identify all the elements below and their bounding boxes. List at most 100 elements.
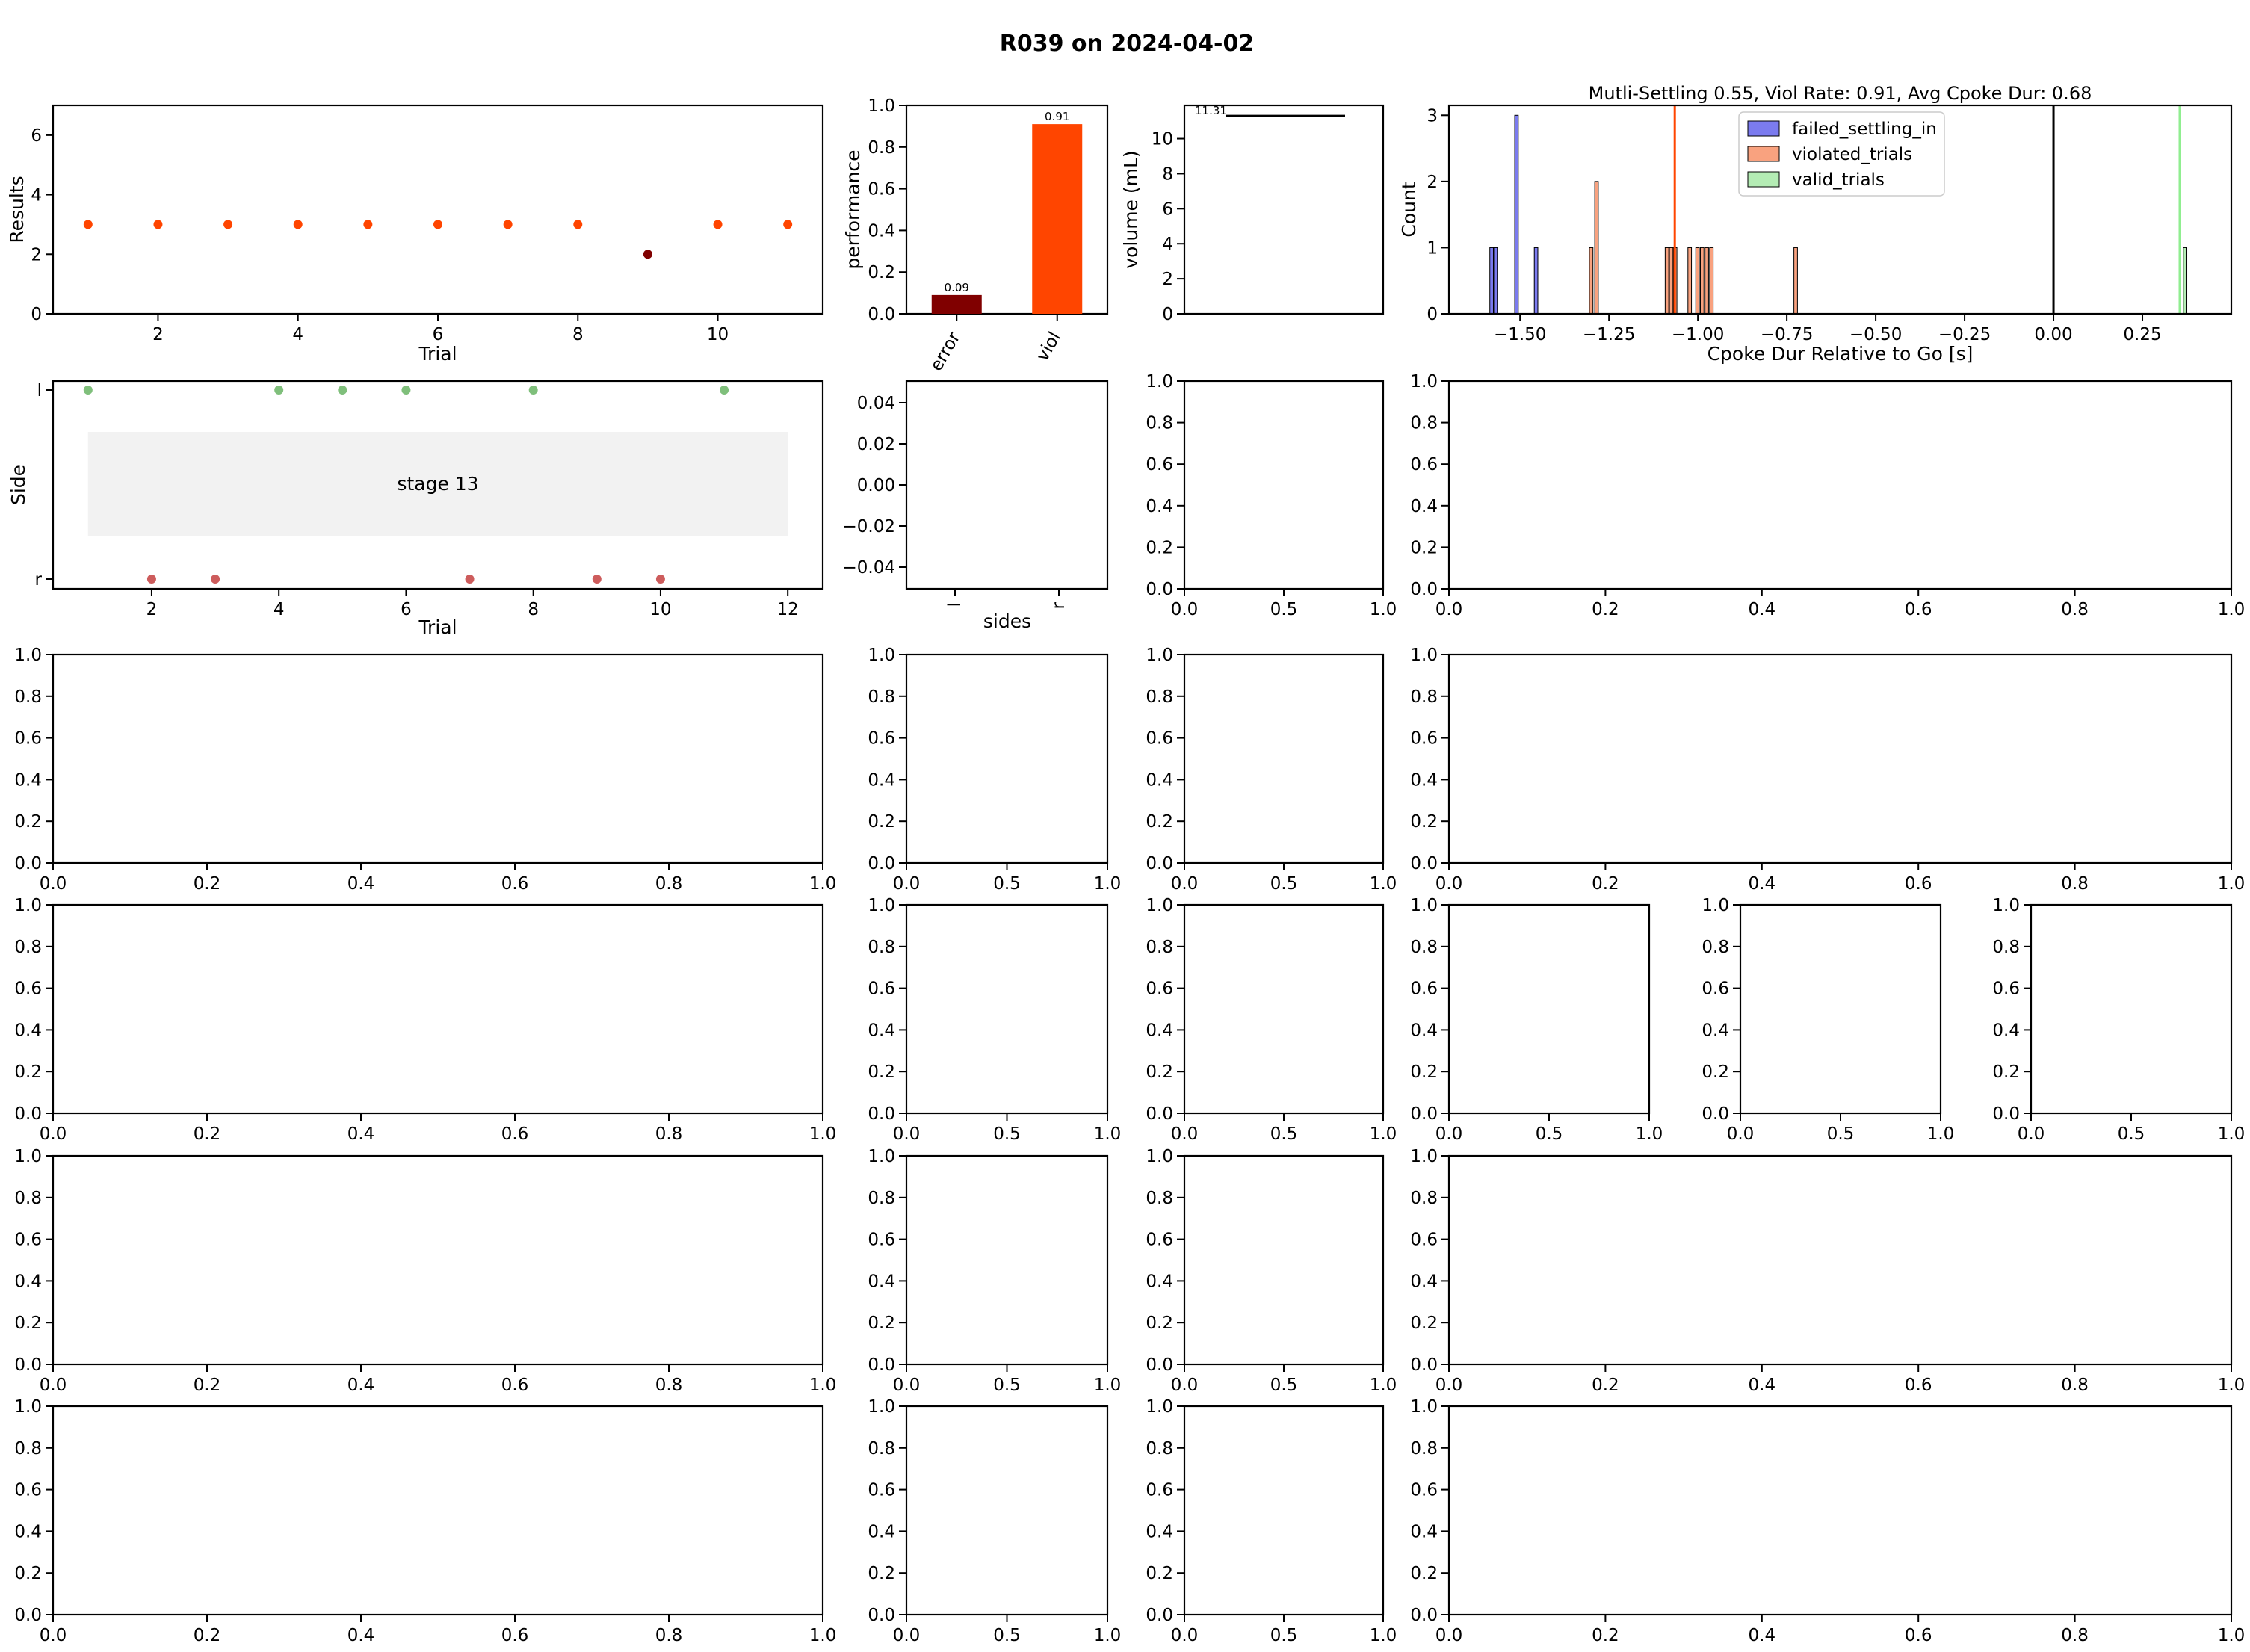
x-tick-label: 0.0 [1435, 1376, 1463, 1395]
result-point [433, 220, 442, 229]
y-tick-label: 0.2 [868, 1564, 895, 1583]
y-tick-label: 0.4 [1410, 1272, 1438, 1291]
y-tick-label: 0.2 [1410, 1564, 1438, 1583]
axes-frame [1447, 104, 2233, 315]
x-tick-label: −0.25 [1938, 325, 1991, 344]
y-tick-label: 0.4 [1992, 1021, 2020, 1040]
y-tick-label: 1.0 [1146, 372, 1173, 392]
y-tick-label: 4 [31, 186, 42, 205]
x-tick-label: 0.8 [2061, 600, 2089, 619]
y-tick-label: r [35, 570, 43, 590]
x-tick-label: 0.2 [194, 1376, 221, 1395]
stage-box [87, 432, 788, 536]
axes-frame [1447, 1154, 2233, 1366]
x-tick-label: 1.0 [809, 874, 837, 894]
x-tick-label: 0.0 [1171, 1124, 1199, 1144]
y-tick-label: 0.6 [1410, 729, 1438, 749]
y-tick-label: 0.0 [868, 1606, 895, 1625]
x-tick-label: 0.5 [1270, 600, 1298, 619]
y-tick-label: 0.4 [868, 221, 895, 241]
y-tick-label: 0.0 [1410, 854, 1438, 873]
y-tick-label: 0.8 [1410, 938, 1438, 957]
y-tick-label: 0.2 [14, 1314, 42, 1333]
x-tick-label: 0.2 [194, 1124, 221, 1144]
x-axis-label: Cpoke Dur Relative to Go [s] [1707, 343, 1974, 365]
y-tick-label: 1.0 [1146, 1397, 1173, 1417]
x-axis-label: Trial [418, 343, 457, 365]
x-tick-label: 0.8 [2061, 1626, 2089, 1645]
y-tick-label: 0.0 [868, 1104, 895, 1124]
legend-label: violated_trials [1792, 145, 1912, 164]
y-tick-label: 2 [1162, 270, 1173, 289]
x-tick-label: 0.0 [1171, 600, 1199, 619]
empty-axes: 0.0 0.2 0.4 0.6 0.8 1.0 0.0 0.2 0.4 0.6 0.8 1.0 [14, 1397, 836, 1645]
x-tick-label: 0.4 [347, 1376, 375, 1395]
plots: 2 4 6 8 100246TrialResults0.00.20.40.60.81.0… [6, 83, 2245, 1645]
y-axis-label: Results [6, 176, 28, 243]
y-tick-label: 0.8 [14, 687, 42, 707]
y-tick-label: 0.0 [868, 305, 895, 324]
y-tick-label: 0.2 [14, 1564, 42, 1583]
x-axis-label: Trial [418, 616, 457, 638]
side-point-l [338, 386, 347, 395]
side-point-l [401, 386, 411, 395]
x-tick-label: 2 [152, 325, 164, 344]
cpoke-chart: −1.50 −1.25 −1.00 −0.75 −0.50 −0.25 0.00 0.25 0 1… [1398, 83, 2233, 365]
x-tick-label: 1.0 [1094, 874, 1122, 894]
y-tick-label: 0.4 [14, 770, 42, 790]
empty-axes: 0.0 0.2 0.4 0.6 0.8 1.0 0.0 0.2 0.4 0.6 0.8 1.0 [1410, 1147, 2245, 1395]
y-tick-label: 1.0 [14, 646, 42, 665]
y-tick-label: 0.6 [1410, 980, 1438, 999]
empty-axes: 0.0 0.2 0.4 0.6 0.8 1.0 0.0 0.5 1.0 [1410, 896, 1663, 1144]
performance-bar-error [931, 294, 982, 314]
y-tick-label: 0.8 [1410, 1439, 1438, 1458]
x-tick-label: 1.0 [1094, 1376, 1122, 1395]
y-tick-label: 0.6 [868, 729, 895, 749]
hist-bar-failed_settling_in [1533, 247, 1539, 315]
y-tick-label: 0.02 [857, 435, 895, 454]
stage-label: stage 13 [397, 473, 478, 495]
y-tick-label: 8 [1162, 164, 1173, 184]
x-tick-label: −1.25 [1583, 325, 1635, 344]
y-tick-label: 0.2 [1146, 1314, 1173, 1333]
performance-chart: 0.00.20.40.60.81.0performance0.09error0.… [842, 96, 1109, 374]
y-tick-label: 0.6 [1992, 980, 2020, 999]
legend-box [1738, 111, 1945, 197]
empty-axes: 0.0 0.2 0.4 0.6 0.8 1.0 0.0 0.5 1.0 [868, 646, 1121, 894]
x-tick-label: 1.0 [2218, 1376, 2246, 1395]
x-tick-label: 1.0 [1094, 1124, 1122, 1144]
empty-axes: 0.0 0.2 0.4 0.6 0.8 1.0 0.0 0.5 1.0 [1702, 896, 1954, 1144]
axes-frame [1447, 653, 2233, 864]
result-point [83, 220, 93, 229]
y-axis-label: Side [7, 465, 29, 505]
y-tick-label: 0.8 [14, 938, 42, 957]
y-tick-label: 0.6 [868, 1231, 895, 1250]
side-point-r [146, 575, 156, 584]
x-tick-label: 1.0 [2218, 1124, 2246, 1144]
y-tick-label: 3 [1427, 106, 1438, 126]
y-tick-label: 1.0 [868, 646, 895, 665]
side-point-l [528, 386, 538, 395]
x-axis-label: sides [983, 610, 1031, 632]
y-tick-label: 1.0 [14, 1147, 42, 1166]
y-tick-label: 1.0 [1410, 646, 1438, 665]
y-tick-label: 0.0 [1146, 854, 1173, 873]
x-tick-label: 1.0 [1370, 1626, 1397, 1645]
result-point [223, 220, 233, 229]
x-tick-label: 0.2 [1592, 1376, 1619, 1395]
axes-frame [905, 104, 1109, 315]
hist-bar-failed_settling_in [1489, 247, 1494, 315]
x-tick-label: 0.0 [1171, 1376, 1199, 1395]
result-point [293, 220, 303, 229]
performance-bar-viol [1032, 124, 1083, 314]
y-tick-label: 0.6 [1146, 980, 1173, 999]
x-tick-label: 0.0 [40, 1376, 67, 1395]
performance-bar-value: 0.91 [1045, 110, 1069, 123]
hist-bar-violated_trials [1669, 247, 1674, 315]
x-tick-label: 0.8 [655, 1376, 683, 1395]
y-tick-label: 0.6 [14, 1481, 42, 1500]
x-tick-label: 1.0 [1927, 1124, 1955, 1144]
x-tick-label: 0.6 [1905, 1626, 1932, 1645]
empty-axes: 0.0 0.2 0.4 0.6 0.8 1.0 0.0 0.5 1.0 [868, 896, 1121, 1144]
y-tick-label: 0.0 [1410, 1104, 1438, 1124]
